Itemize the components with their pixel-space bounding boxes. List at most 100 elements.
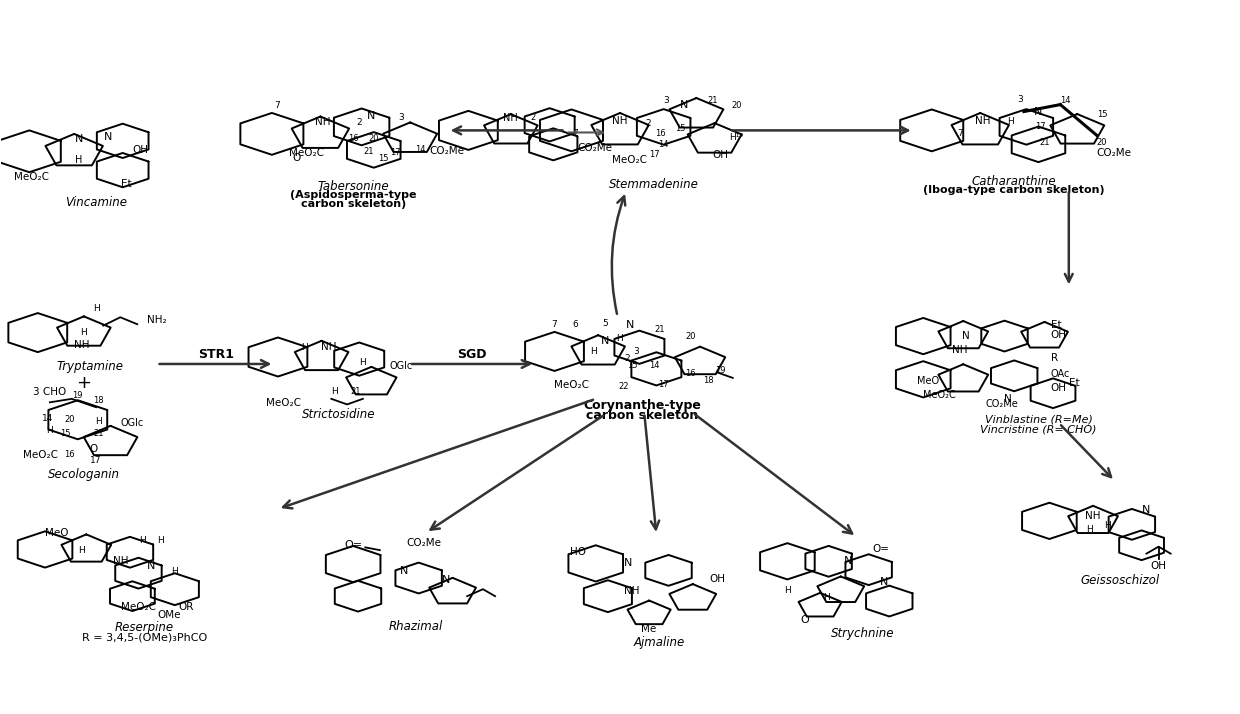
Text: 19: 19 (72, 391, 82, 400)
Text: 15: 15 (627, 361, 637, 370)
Text: 15: 15 (676, 124, 686, 133)
Text: CO₂Me: CO₂Me (407, 538, 441, 548)
Text: 16: 16 (64, 450, 74, 459)
Text: NH: NH (613, 116, 627, 126)
Text: OH: OH (709, 574, 725, 584)
Text: CO₂Me: CO₂Me (429, 146, 465, 156)
Text: 20: 20 (64, 416, 74, 424)
Text: H: H (76, 156, 83, 166)
Text: Strychnine: Strychnine (831, 628, 894, 640)
Text: 15: 15 (1096, 110, 1107, 119)
Text: 16: 16 (684, 369, 696, 378)
Text: 21: 21 (1039, 138, 1050, 147)
Text: 20: 20 (686, 331, 696, 341)
Text: H: H (47, 426, 53, 435)
Text: Catharanthine: Catharanthine (972, 175, 1056, 188)
Text: H: H (171, 567, 179, 576)
Text: CO₂Me: CO₂Me (578, 143, 613, 153)
Text: MeO₂C: MeO₂C (24, 450, 58, 460)
Text: O: O (291, 154, 300, 164)
Text: 18: 18 (703, 376, 714, 386)
Text: NH: NH (625, 586, 640, 596)
Text: Et: Et (122, 179, 131, 189)
Text: carbon skeleton): carbon skeleton) (300, 198, 405, 208)
Text: 20: 20 (368, 134, 379, 144)
Text: H: H (1086, 526, 1092, 534)
Text: 7: 7 (957, 129, 962, 139)
Text: NH: NH (503, 113, 518, 123)
Text: H: H (95, 417, 102, 426)
Text: O: O (89, 444, 98, 454)
Text: OH: OH (712, 150, 728, 160)
Text: 14: 14 (414, 146, 425, 154)
Text: 6: 6 (572, 321, 578, 329)
Text: 7: 7 (274, 101, 279, 111)
Text: NH: NH (73, 340, 89, 350)
Text: N: N (74, 134, 83, 144)
Text: N: N (401, 566, 408, 576)
Text: MeO₂C: MeO₂C (613, 156, 647, 166)
Text: R = 3,4,5-(OMe)₃PhCO: R = 3,4,5-(OMe)₃PhCO (82, 633, 207, 643)
Text: NH: NH (1085, 511, 1101, 521)
Text: (Iboga-type carbon skeleton): (Iboga-type carbon skeleton) (924, 186, 1105, 196)
Text: 7: 7 (552, 321, 557, 329)
Text: 20: 20 (1096, 138, 1107, 147)
Text: NH: NH (321, 342, 336, 352)
Text: OH: OH (1151, 561, 1167, 571)
Text: 14: 14 (658, 140, 668, 149)
Text: 17: 17 (1035, 122, 1047, 131)
Text: HO: HO (570, 547, 587, 557)
Text: H: H (590, 347, 596, 356)
Text: Me: Me (641, 624, 657, 634)
Text: N: N (443, 575, 450, 585)
Text: H: H (81, 328, 87, 337)
Text: N: N (1004, 394, 1012, 404)
Text: Tryptamine: Tryptamine (57, 360, 124, 373)
Text: 20: 20 (732, 101, 742, 111)
Text: NH: NH (952, 345, 967, 355)
Text: Vincristine (R= CHO): Vincristine (R= CHO) (981, 425, 1096, 435)
Text: OH: OH (1050, 383, 1066, 393)
Text: 17: 17 (91, 456, 102, 465)
Text: 21: 21 (655, 325, 666, 333)
Text: 2: 2 (625, 354, 630, 363)
Text: O=: O= (872, 544, 889, 554)
Text: 16: 16 (348, 134, 358, 144)
Text: MeO: MeO (45, 528, 68, 538)
Text: O=: O= (343, 540, 362, 550)
Text: 5: 5 (603, 319, 609, 328)
Text: Vincamine: Vincamine (64, 196, 126, 208)
Text: N: N (680, 99, 688, 109)
Text: 14: 14 (1060, 96, 1070, 105)
Text: H¹⁹: H¹⁹ (729, 133, 743, 142)
Text: 2: 2 (356, 118, 362, 126)
Text: Rhazimal: Rhazimal (389, 620, 444, 633)
Text: H: H (1007, 117, 1014, 126)
Text: Ajmaline: Ajmaline (634, 636, 684, 650)
Text: H: H (823, 593, 830, 602)
Text: Reserpine: Reserpine (115, 621, 174, 634)
Text: 15: 15 (61, 429, 71, 438)
Text: N: N (624, 558, 632, 568)
Text: 2: 2 (645, 119, 651, 128)
Text: OR: OR (179, 602, 193, 612)
Text: 17: 17 (649, 150, 660, 159)
Text: 21: 21 (93, 429, 104, 438)
Text: 17: 17 (658, 381, 668, 389)
Text: OAc: OAc (1050, 368, 1070, 378)
Text: H: H (78, 546, 84, 555)
Text: H: H (331, 388, 339, 396)
Text: N: N (880, 577, 889, 587)
Text: N: N (962, 331, 970, 341)
Text: H: H (139, 536, 145, 545)
Text: MeO₂C: MeO₂C (924, 390, 956, 400)
Text: Secologanin: Secologanin (48, 468, 120, 481)
Text: OMe: OMe (157, 610, 181, 620)
Text: STR1: STR1 (198, 348, 234, 361)
Text: Vinblastine (R=Me): Vinblastine (R=Me) (985, 415, 1092, 425)
Text: 18: 18 (93, 396, 104, 405)
Text: 19: 19 (714, 366, 725, 376)
Text: 3: 3 (398, 114, 404, 122)
Text: Tabersonine: Tabersonine (317, 180, 389, 193)
Text: NH: NH (113, 556, 128, 566)
